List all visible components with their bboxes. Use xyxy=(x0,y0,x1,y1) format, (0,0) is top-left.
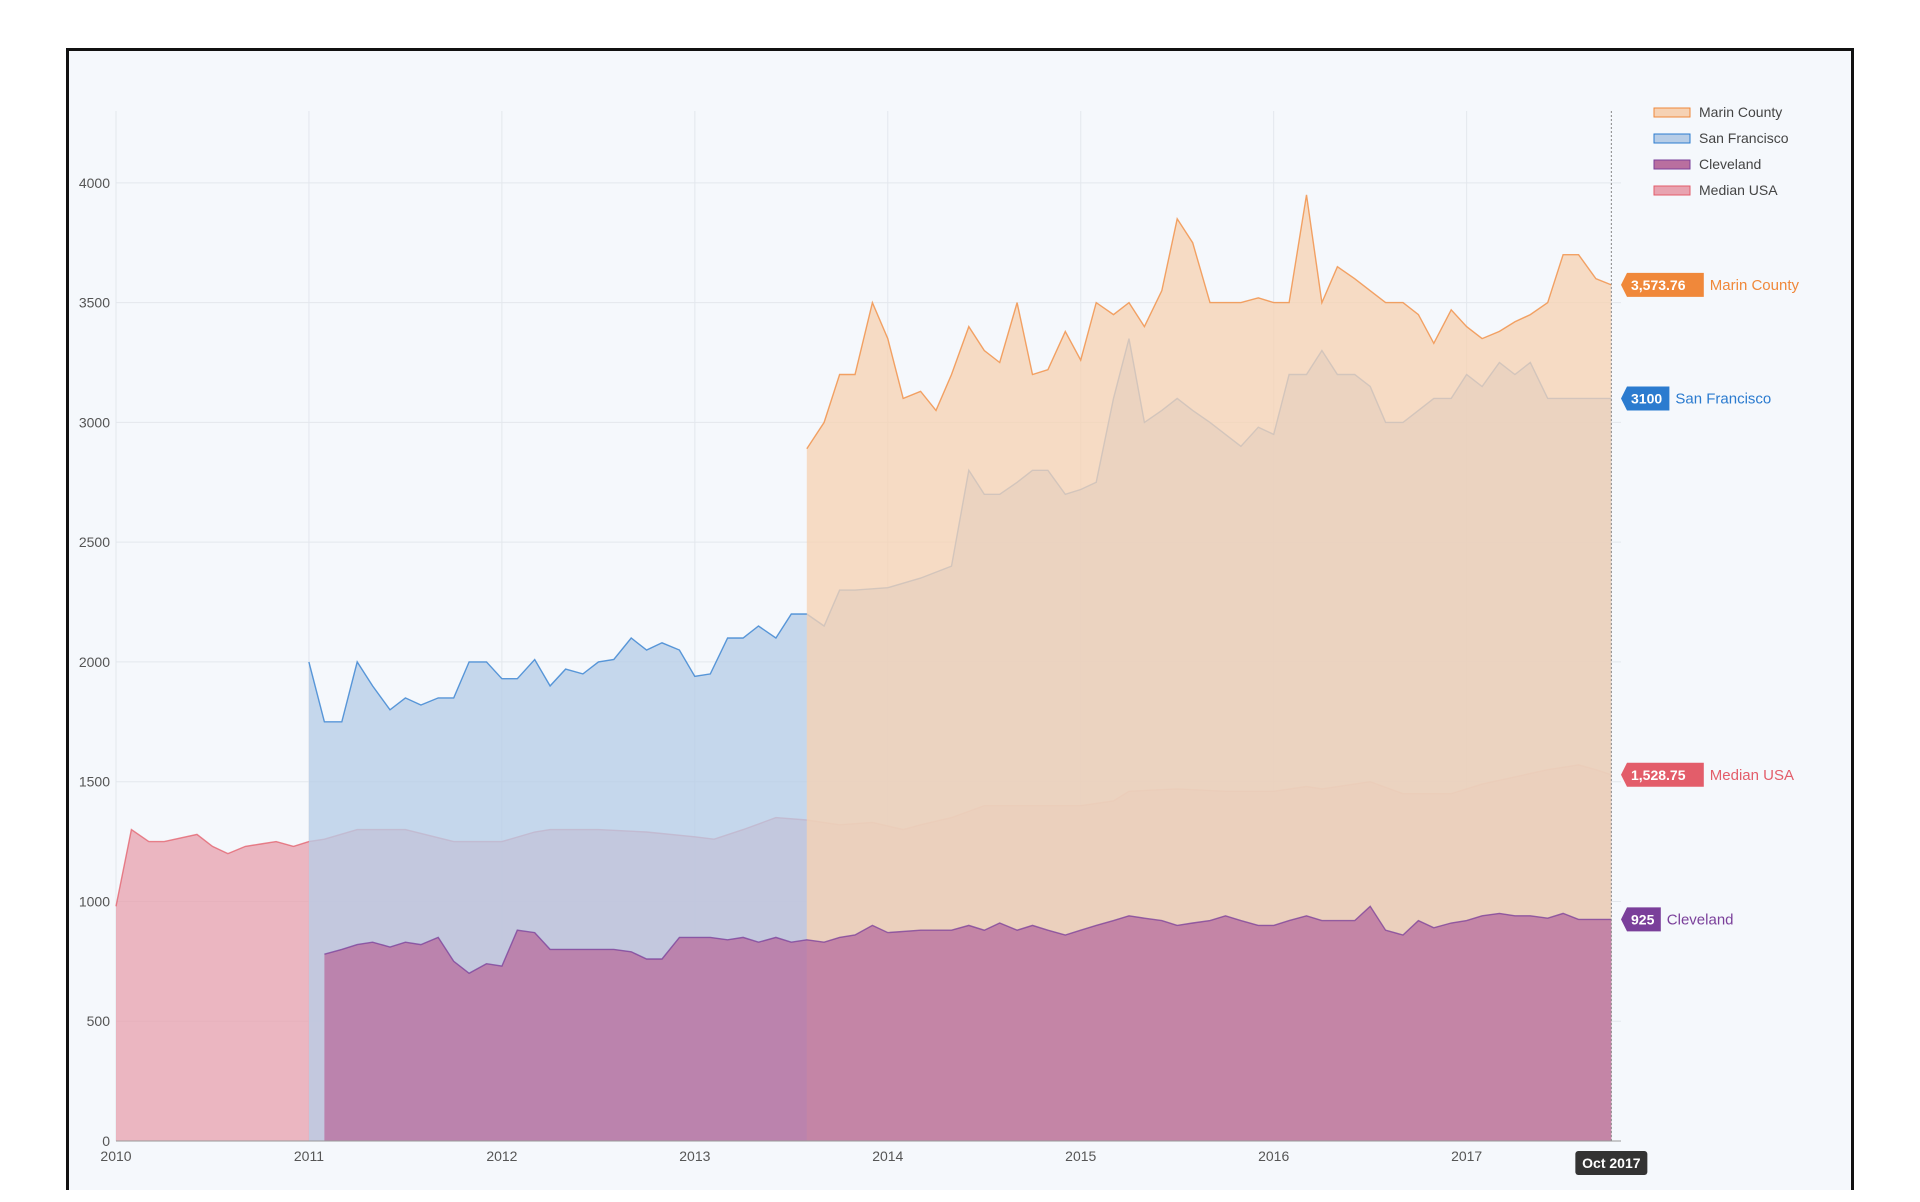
legend-item-median-usa[interactable]: Median USA xyxy=(1653,182,1778,198)
axes: 0 500 1000 1500 2000 2500 3000 3500 4000 2010 2011… xyxy=(79,111,1648,1175)
end-value-cleveland: 925 xyxy=(1631,911,1655,927)
series-areas xyxy=(115,194,1612,1142)
legend-item-marin-county[interactable]: Marin County xyxy=(1653,104,1782,120)
end-value-median-usa: 1,528.75 xyxy=(1631,767,1686,783)
legend-label-marin-county: Marin County xyxy=(1699,104,1782,120)
y-tick-label: 0 xyxy=(102,1133,110,1149)
end-name-marin-county: Marin County xyxy=(1710,277,1800,294)
end-name-cleveland: Cleveland xyxy=(1667,911,1734,928)
area-chart[interactable]: 0 500 1000 1500 2000 2500 3000 3500 4000 2010 2011… xyxy=(69,51,1851,1193)
end-value-san-francisco: 3100 xyxy=(1631,390,1662,406)
line-cleveland[interactable] xyxy=(324,905,1612,975)
legend-label-median-usa: Median USA xyxy=(1699,182,1778,198)
legend-swatch-san-francisco xyxy=(1653,133,1691,144)
area-marin-county[interactable] xyxy=(806,194,1612,1142)
x-tick-label: 2015 xyxy=(1065,1148,1096,1164)
y-tick-label: 500 xyxy=(87,1013,111,1029)
end-badge-cleveland xyxy=(1621,907,1661,932)
y-tick-label: 3500 xyxy=(79,295,110,311)
x-tick-label: 2017 xyxy=(1451,1148,1482,1164)
legend-swatch-cleveland xyxy=(1653,159,1691,170)
end-badge-san-francisco xyxy=(1621,386,1670,411)
legend-swatch-median-usa xyxy=(1653,185,1691,196)
x-tick-label: 2011 xyxy=(294,1148,324,1164)
legend-label-san-francisco: San Francisco xyxy=(1699,130,1789,146)
y-tick-label: 2000 xyxy=(79,654,110,670)
cursor-date-badge xyxy=(1575,1151,1648,1175)
y-tick-label: 2500 xyxy=(79,534,110,550)
chart-frame: 0 500 1000 1500 2000 2500 3000 3500 4000 2010 2011… xyxy=(66,48,1854,1190)
x-tick-label: 2010 xyxy=(100,1148,131,1164)
end-name-san-francisco: San Francisco xyxy=(1675,390,1771,407)
legend-item-san-francisco[interactable]: San Francisco xyxy=(1653,130,1789,146)
area-cleveland[interactable] xyxy=(324,906,1612,1141)
end-value-marin-county: 3,573.76 xyxy=(1631,277,1686,293)
y-tick-label: 4000 xyxy=(79,175,110,191)
x-tick-label: 2012 xyxy=(486,1148,517,1164)
y-tick-label: 1500 xyxy=(79,774,110,790)
legend[interactable]: Marin County San Francisco Cleveland Median… xyxy=(1653,104,1789,198)
legend-swatch-marin-county xyxy=(1653,107,1691,118)
end-badge-median-usa xyxy=(1621,762,1704,787)
legend-item-cleveland[interactable]: Cleveland xyxy=(1653,156,1761,172)
end-badge-marin-county xyxy=(1621,272,1704,297)
y-tick-label: 3000 xyxy=(79,414,110,430)
x-tick-label: 2016 xyxy=(1258,1148,1289,1164)
y-tick-label: 1000 xyxy=(79,893,110,909)
line-marin-county[interactable] xyxy=(806,194,1612,450)
x-tick-label: 2014 xyxy=(872,1148,903,1164)
legend-label-cleveland: Cleveland xyxy=(1699,156,1761,172)
cursor-date-label: Oct 2017 xyxy=(1582,1155,1641,1171)
end-name-median-usa: Median USA xyxy=(1710,767,1794,784)
end-value-labels: 1,528.75 Median USA 3100 San Francisco 3,573… xyxy=(1621,272,1800,932)
x-tick-label: 2013 xyxy=(679,1148,710,1164)
